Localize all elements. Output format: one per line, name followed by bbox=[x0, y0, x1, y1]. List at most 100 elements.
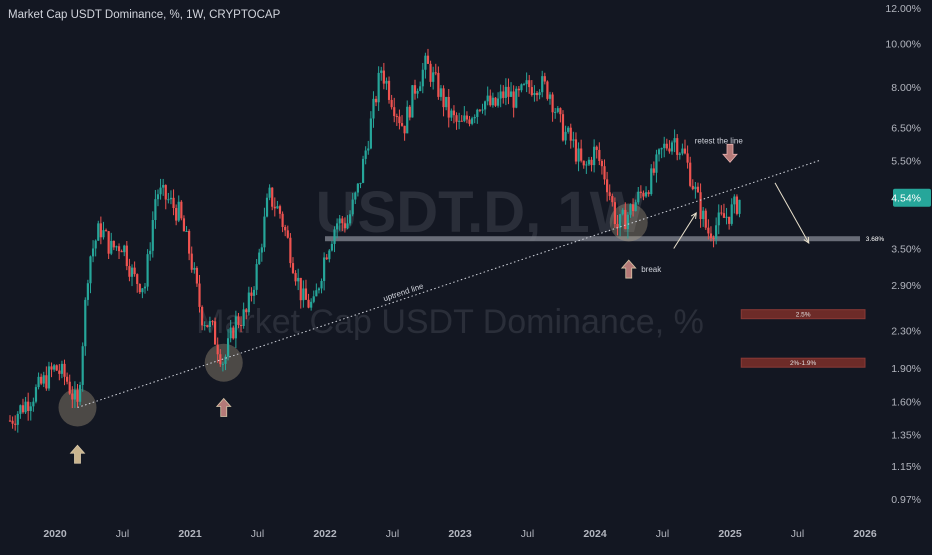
candle-body bbox=[203, 325, 206, 327]
candle-body bbox=[84, 299, 87, 347]
support-line bbox=[325, 236, 860, 242]
candle-body bbox=[146, 254, 149, 287]
candle-body bbox=[377, 72, 380, 103]
candles bbox=[8, 48, 741, 433]
candle-body bbox=[330, 243, 334, 251]
candle-body bbox=[11, 420, 14, 424]
candle-body bbox=[582, 160, 585, 166]
candle-body bbox=[559, 108, 562, 115]
candle-body bbox=[455, 115, 458, 122]
candle-body bbox=[535, 92, 539, 96]
candle-body bbox=[188, 231, 191, 254]
annotation-text: retest the line bbox=[695, 136, 744, 145]
candle-body bbox=[722, 213, 726, 218]
candle-body bbox=[647, 192, 650, 195]
candle-body bbox=[27, 401, 30, 411]
candle-body bbox=[611, 196, 614, 203]
candle-body bbox=[180, 201, 183, 219]
candle-body bbox=[97, 223, 100, 241]
candle-body bbox=[704, 210, 707, 228]
candle-body bbox=[219, 354, 222, 365]
candle-body bbox=[317, 288, 321, 291]
candle-body bbox=[310, 301, 313, 308]
candle-body bbox=[78, 384, 82, 402]
candle-body bbox=[452, 110, 456, 116]
candle-body bbox=[229, 327, 232, 339]
y-tick-label: 2.30% bbox=[891, 325, 921, 337]
candle-body bbox=[247, 292, 250, 313]
candle-body bbox=[159, 187, 162, 195]
candle-body bbox=[416, 90, 419, 94]
candle-body bbox=[670, 142, 674, 152]
candle-body bbox=[528, 80, 531, 88]
candle-body bbox=[76, 390, 79, 402]
candle-body bbox=[496, 98, 500, 106]
candle-body bbox=[631, 204, 635, 212]
candle-body bbox=[239, 325, 243, 327]
candle-body bbox=[338, 218, 341, 224]
candle-body bbox=[471, 118, 474, 124]
y-tick-label: 5.50% bbox=[891, 155, 921, 167]
x-tick-label: 2022 bbox=[313, 528, 337, 540]
candle-body bbox=[660, 148, 663, 150]
highlight-circle bbox=[204, 343, 243, 382]
candle-body bbox=[304, 288, 308, 300]
candle-body bbox=[486, 95, 489, 102]
candle-body bbox=[434, 72, 437, 74]
candle-body bbox=[91, 248, 95, 257]
candle-body bbox=[663, 143, 666, 149]
candle-body bbox=[260, 247, 263, 253]
candle-body bbox=[40, 376, 43, 384]
candle-body bbox=[458, 120, 461, 122]
candle-body bbox=[735, 196, 739, 214]
candle-body bbox=[294, 273, 297, 282]
candle-body bbox=[268, 187, 271, 198]
candle-body bbox=[445, 96, 448, 108]
candle-body bbox=[494, 97, 497, 106]
candle-body bbox=[551, 94, 554, 113]
target-zone bbox=[740, 309, 866, 320]
candle-body bbox=[81, 346, 84, 385]
candle-body bbox=[481, 109, 484, 111]
chart-title: Market Cap USDT Dominance, %, 1W, CRYPTO… bbox=[8, 9, 281, 21]
candle-body bbox=[509, 91, 513, 97]
candle-body bbox=[676, 138, 679, 155]
y-tick-label: 1.90% bbox=[891, 363, 921, 375]
candle-body bbox=[554, 111, 557, 113]
candle-body bbox=[406, 106, 409, 134]
candle-body bbox=[442, 88, 445, 108]
candle-body bbox=[206, 325, 209, 327]
y-tick-label: 1.35% bbox=[891, 429, 921, 441]
x-tick-label: Jul bbox=[386, 528, 399, 540]
candle-body bbox=[286, 230, 289, 238]
arrow-down-icon bbox=[722, 143, 738, 163]
candle-body bbox=[400, 123, 404, 126]
candle-body bbox=[738, 199, 741, 214]
candle-body bbox=[548, 94, 552, 99]
candle-body bbox=[172, 197, 175, 209]
candle-body bbox=[678, 153, 681, 155]
watermark-name: Market Cap USDT Dominance, % bbox=[196, 303, 704, 341]
candle-body bbox=[297, 277, 300, 282]
candle-body bbox=[94, 240, 97, 249]
candle-body bbox=[561, 114, 565, 141]
candle-body bbox=[489, 95, 492, 106]
y-tick-label: 10.00% bbox=[885, 39, 921, 51]
candle-body bbox=[276, 206, 279, 209]
candle-body bbox=[68, 381, 71, 394]
target-zone bbox=[740, 357, 866, 368]
candle-body bbox=[237, 316, 240, 326]
candle-body bbox=[320, 280, 323, 289]
candle-body bbox=[63, 363, 66, 377]
candle-body bbox=[686, 153, 689, 163]
candle-body bbox=[47, 366, 51, 389]
candle-body bbox=[250, 292, 253, 296]
uptrend-label: uptrend line bbox=[382, 281, 425, 303]
candle-body bbox=[380, 70, 383, 73]
arrow-up-icon bbox=[69, 444, 86, 464]
candle-body bbox=[681, 148, 684, 154]
x-tick-label: Jul bbox=[656, 528, 669, 540]
candle-body bbox=[117, 246, 121, 252]
candle-body bbox=[696, 186, 700, 193]
support-label: 3.68% bbox=[866, 236, 885, 243]
